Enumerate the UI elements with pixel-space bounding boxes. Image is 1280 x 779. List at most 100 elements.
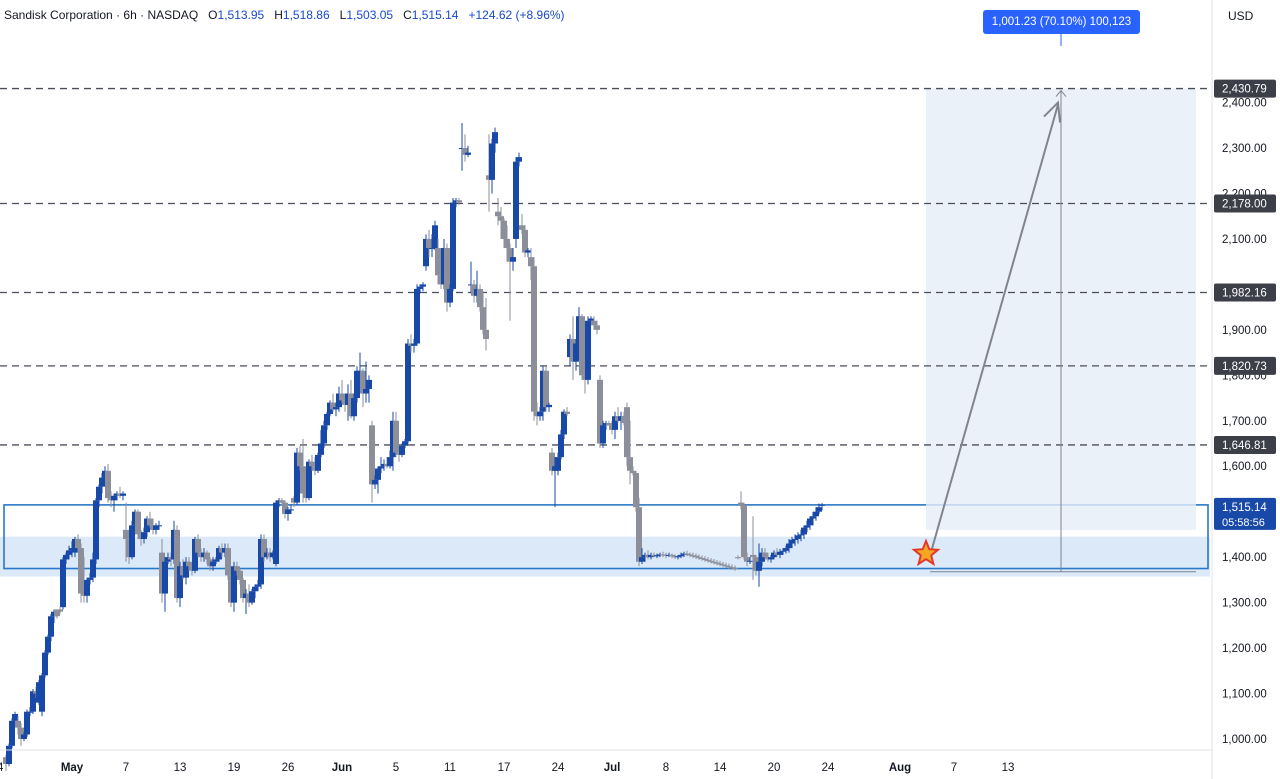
candle — [741, 502, 747, 560]
candle-body — [39, 675, 45, 712]
symbol-name[interactable]: Sandisk Corporation — [4, 8, 113, 22]
candle-body — [6, 745, 12, 765]
candle-body — [330, 402, 336, 410]
time-axis[interactable]: 24 May 7 13 19 26 Jun 5 11 17 24 Jul 8 14 20 24 Aug 7 13 — [0, 749, 1212, 774]
candle-body — [675, 556, 681, 558]
candle-body — [387, 457, 393, 467]
candle-body — [234, 566, 240, 571]
candle-body — [768, 557, 774, 560]
candle-body — [399, 445, 405, 455]
x-tick-label: 19 — [228, 762, 241, 774]
x-tick-label: 24 — [552, 762, 565, 774]
candle — [240, 577, 246, 603]
x-tick-label: 20 — [768, 762, 781, 774]
candle — [432, 220, 438, 251]
candle-body — [111, 495, 117, 501]
candle-body — [564, 411, 570, 414]
x-tick-label: 11 — [444, 762, 456, 774]
measure-arrow — [929, 104, 1059, 556]
candle-body — [636, 507, 642, 562]
candle-body — [810, 516, 816, 519]
candle — [624, 402, 630, 467]
candle-body — [105, 470, 111, 499]
candle-body — [633, 473, 639, 508]
candle-body — [48, 616, 54, 637]
level-label-bg — [1214, 356, 1276, 375]
candle-body — [144, 518, 150, 533]
candle-body — [807, 518, 813, 526]
candle-body — [294, 452, 300, 503]
candle-body — [735, 557, 741, 559]
y-tick-label: 2,100.00 — [1222, 234, 1267, 246]
candle-body — [195, 538, 201, 553]
candle — [795, 532, 801, 544]
level-label-text: 1,646.81 — [1222, 440, 1267, 452]
candle-body — [597, 379, 603, 444]
candle-body — [369, 425, 375, 485]
candle-body — [321, 425, 327, 444]
x-tick-label: 24 — [0, 762, 4, 774]
candle — [594, 320, 600, 335]
candle-body — [378, 466, 384, 469]
x-tick-label: 5 — [393, 762, 399, 774]
candle-body — [354, 370, 360, 399]
candle-body — [420, 284, 426, 287]
candle — [735, 555, 741, 560]
open-label: O — [208, 8, 218, 22]
candle — [360, 368, 366, 408]
candle-body — [414, 288, 420, 344]
candle-body — [27, 711, 33, 713]
candle-body — [756, 561, 762, 571]
candle-body — [366, 379, 372, 389]
currency-label[interactable]: USD — [1228, 9, 1254, 23]
candle-body — [723, 565, 729, 567]
candle — [339, 379, 345, 403]
candle-body — [288, 509, 294, 511]
candle-body — [693, 555, 699, 558]
candle-body — [285, 509, 291, 514]
candle-body — [555, 457, 561, 471]
level-label: 1,820.73 — [1214, 356, 1276, 375]
level-label-text: 2,178.00 — [1222, 198, 1267, 210]
candle-body — [372, 479, 378, 485]
candle-body — [789, 539, 795, 544]
interval[interactable]: 6h — [123, 8, 137, 22]
candle-body — [594, 325, 600, 330]
candle — [60, 557, 66, 610]
candle-body — [174, 529, 180, 599]
candle-body — [522, 229, 528, 253]
candle-body — [231, 566, 237, 603]
x-tick-label: 8 — [663, 762, 669, 774]
y-tick-label: 1,600.00 — [1222, 461, 1267, 473]
candle-body — [804, 525, 810, 528]
candle-body — [639, 557, 645, 562]
candle-body — [96, 486, 102, 501]
y-tick-label: 1,700.00 — [1222, 416, 1267, 428]
candle-body — [450, 202, 456, 289]
level-label-bg — [1214, 283, 1276, 302]
candle — [585, 316, 591, 385]
candle-body — [492, 132, 498, 144]
y-tick-label: 1,000.00 — [1222, 734, 1267, 746]
candle — [819, 503, 825, 511]
candle-body — [417, 286, 423, 289]
candle-body — [84, 579, 90, 596]
candle — [375, 466, 381, 494]
candle — [93, 498, 99, 564]
candle-body — [495, 211, 501, 217]
candle — [777, 548, 783, 559]
candle-body — [333, 407, 339, 410]
candle-body — [462, 148, 468, 155]
candle — [456, 198, 462, 205]
candle-body — [156, 525, 162, 527]
candle-body — [297, 452, 303, 467]
candle-body — [282, 502, 288, 514]
candle-body — [405, 343, 411, 442]
price-axis[interactable]: 900.001,000.001,100.001,200.001,300.001,… — [1211, 0, 1276, 779]
y-tick-label: 2,300.00 — [1222, 143, 1267, 155]
candle-body — [741, 504, 747, 558]
level-label-text: 2,430.79 — [1222, 84, 1267, 96]
candle-body — [537, 411, 543, 417]
candle-body — [624, 407, 630, 458]
